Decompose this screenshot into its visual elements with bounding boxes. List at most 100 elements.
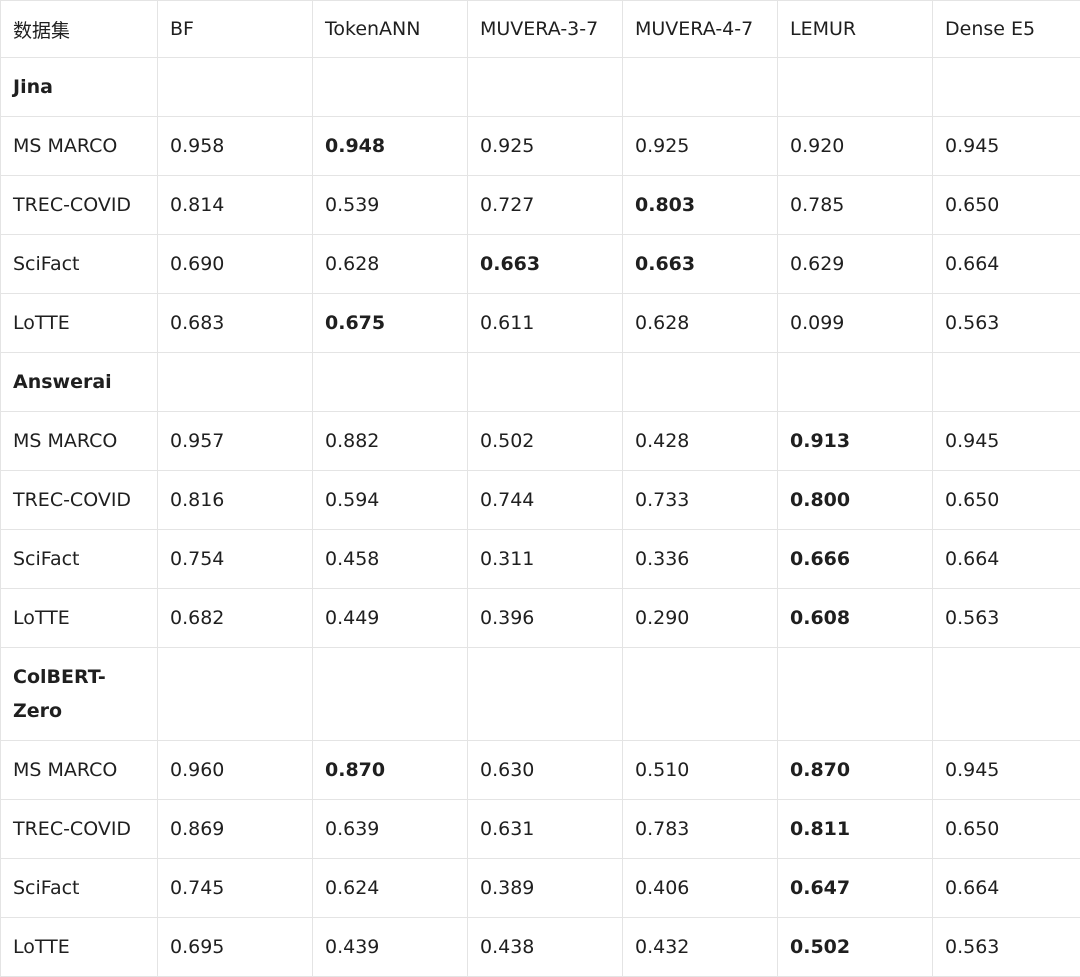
dataset-cell: SciFact [1, 859, 158, 918]
dataset-cell: LoTTE [1, 918, 158, 977]
header-dense-e5: Dense E5 [933, 1, 1080, 58]
empty-cell [623, 58, 778, 117]
header-bf: BF [158, 1, 313, 58]
empty-cell [313, 648, 468, 741]
value-cell: 0.925 [623, 117, 778, 176]
value-cell: 0.336 [623, 530, 778, 589]
value-cell: 0.428 [623, 412, 778, 471]
empty-cell [933, 353, 1080, 412]
value-cell: 0.639 [313, 800, 468, 859]
value-cell: 0.920 [778, 117, 933, 176]
group-name: Answerai [1, 353, 158, 412]
value-cell: 0.510 [623, 741, 778, 800]
value-cell: 0.663 [623, 235, 778, 294]
value-cell: 0.803 [623, 176, 778, 235]
value-cell: 0.650 [933, 176, 1080, 235]
empty-cell [623, 353, 778, 412]
value-cell: 0.960 [158, 741, 313, 800]
value-cell: 0.594 [313, 471, 468, 530]
value-cell: 0.785 [778, 176, 933, 235]
value-cell: 0.683 [158, 294, 313, 353]
empty-cell [933, 58, 1080, 117]
empty-cell [778, 353, 933, 412]
group-row: Jina [1, 58, 1080, 117]
value-cell: 0.754 [158, 530, 313, 589]
dataset-cell: TREC-COVID [1, 176, 158, 235]
empty-cell [933, 648, 1080, 741]
value-cell: 0.099 [778, 294, 933, 353]
empty-cell [468, 58, 623, 117]
value-cell: 0.664 [933, 530, 1080, 589]
group-row: ColBERT-Zero [1, 648, 1080, 741]
value-cell: 0.629 [778, 235, 933, 294]
empty-cell [313, 58, 468, 117]
header-lemur: LEMUR [778, 1, 933, 58]
value-cell: 0.563 [933, 589, 1080, 648]
value-cell: 0.624 [313, 859, 468, 918]
header-muvera-3-7: MUVERA-3-7 [468, 1, 623, 58]
value-cell: 0.682 [158, 589, 313, 648]
value-cell: 0.958 [158, 117, 313, 176]
value-cell: 0.664 [933, 235, 1080, 294]
value-cell: 0.666 [778, 530, 933, 589]
value-cell: 0.432 [623, 918, 778, 977]
value-cell: 0.945 [933, 741, 1080, 800]
value-cell: 0.745 [158, 859, 313, 918]
value-cell: 0.449 [313, 589, 468, 648]
dataset-cell: LoTTE [1, 294, 158, 353]
value-cell: 0.811 [778, 800, 933, 859]
value-cell: 0.608 [778, 589, 933, 648]
group-row: Answerai [1, 353, 1080, 412]
empty-cell [468, 353, 623, 412]
dataset-cell: TREC-COVID [1, 471, 158, 530]
value-cell: 0.539 [313, 176, 468, 235]
value-cell: 0.458 [313, 530, 468, 589]
value-cell: 0.628 [623, 294, 778, 353]
value-cell: 0.389 [468, 859, 623, 918]
value-cell: 0.800 [778, 471, 933, 530]
value-cell: 0.870 [313, 741, 468, 800]
value-cell: 0.396 [468, 589, 623, 648]
value-cell: 0.630 [468, 741, 623, 800]
value-cell: 0.814 [158, 176, 313, 235]
empty-cell [468, 648, 623, 741]
value-cell: 0.913 [778, 412, 933, 471]
dataset-cell: TREC-COVID [1, 800, 158, 859]
value-cell: 0.675 [313, 294, 468, 353]
empty-cell [778, 648, 933, 741]
value-cell: 0.290 [623, 589, 778, 648]
value-cell: 0.563 [933, 294, 1080, 353]
value-cell: 0.664 [933, 859, 1080, 918]
value-cell: 0.945 [933, 412, 1080, 471]
empty-cell [623, 648, 778, 741]
dataset-cell: MS MARCO [1, 412, 158, 471]
value-cell: 0.439 [313, 918, 468, 977]
value-cell: 0.647 [778, 859, 933, 918]
value-cell: 0.957 [158, 412, 313, 471]
value-cell: 0.948 [313, 117, 468, 176]
value-cell: 0.663 [468, 235, 623, 294]
dataset-cell: MS MARCO [1, 741, 158, 800]
value-cell: 0.882 [313, 412, 468, 471]
dataset-cell: LoTTE [1, 589, 158, 648]
value-cell: 0.733 [623, 471, 778, 530]
value-cell: 0.611 [468, 294, 623, 353]
value-cell: 0.628 [313, 235, 468, 294]
value-cell: 0.650 [933, 471, 1080, 530]
empty-cell [158, 58, 313, 117]
group-name: Jina [1, 58, 158, 117]
value-cell: 0.783 [623, 800, 778, 859]
value-cell: 0.727 [468, 176, 623, 235]
